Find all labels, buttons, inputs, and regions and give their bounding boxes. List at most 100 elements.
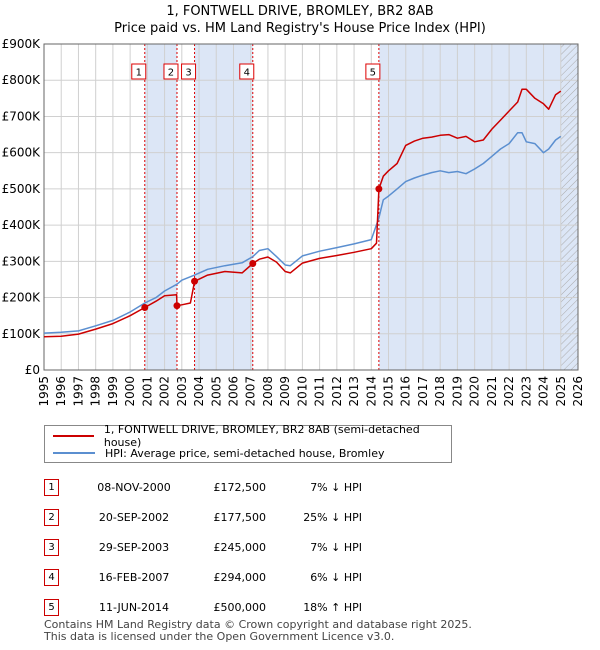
y-tick-label: £700K [2, 109, 42, 123]
sale-price: £177,500 [213, 510, 267, 524]
sale-marker: 3 [44, 538, 59, 556]
sale-point [141, 304, 149, 312]
x-tick-label: 2022 [502, 376, 516, 407]
x-tick-label: 2000 [123, 376, 137, 407]
shaded-span [144, 44, 177, 370]
sale-point [191, 277, 199, 285]
sales-row: 5 11-JUN-2014 £500,000 18% ↑ HPI [44, 592, 362, 622]
x-tick-label: 2024 [537, 376, 551, 407]
y-tick-label: £900K [2, 37, 42, 51]
sale-marker-box [239, 63, 255, 80]
y-tick-label: £600K [2, 146, 42, 160]
y-tick-label: £400K [2, 218, 42, 232]
footer-licence: This data is licensed under the Open Gov… [44, 630, 395, 643]
series-line-property [43, 88, 562, 338]
sale-marker-box [365, 63, 381, 80]
x-tick-label: 2003 [175, 376, 189, 407]
sales-row: 3 29-SEP-2003 £245,000 7% ↓ HPI [44, 532, 362, 562]
sale-marker-box [181, 63, 197, 80]
sale-marker-label: 4 [244, 68, 250, 79]
footer-copyright: Contains HM Land Registry data © Crown c… [44, 618, 472, 631]
sale-marker-box [163, 63, 179, 80]
x-tick-label: 2019 [450, 376, 464, 407]
x-tick-label: 1996 [54, 376, 68, 407]
x-tick-label: 2017 [416, 376, 430, 407]
x-tick-label: 2011 [313, 376, 327, 407]
sale-price: £245,000 [213, 540, 267, 554]
x-tick-label: 2018 [433, 376, 447, 407]
y-tick-label: £500K [2, 182, 42, 196]
y-tick-label: £200K [2, 291, 42, 305]
price-chart: £0 £100K £200K £300K £400K £500K £600K £700K £80… [2, 37, 585, 407]
sale-hpi-change: 25% ↓ HPI [303, 510, 362, 524]
legend-item-hpi: HPI: Average price, semi-detached house,… [53, 445, 384, 461]
x-tick-label: 2010 [295, 376, 309, 407]
x-tick-label: 2013 [347, 376, 361, 407]
x-tick-label: 2021 [485, 376, 499, 407]
sale-marker: 1 [44, 478, 59, 496]
x-tick-label: 2026 [571, 376, 585, 407]
sale-point [173, 302, 181, 310]
sale-price: £172,500 [213, 480, 267, 494]
chart-legend: 1, FONTWELL DRIVE, BROMLEY, BR2 8AB (sem… [44, 423, 452, 463]
x-tick-label: 2016 [399, 376, 413, 407]
sale-point [375, 185, 383, 193]
forecast-hatch [560, 44, 578, 370]
y-tick-label: £300K [2, 254, 42, 268]
x-tick-label: 2023 [519, 376, 533, 407]
legend-label-property: 1, FONTWELL DRIVE, BROMLEY, BR2 8AB (sem… [103, 423, 420, 449]
sale-point [249, 260, 257, 268]
x-tick-label: 2008 [261, 376, 275, 407]
x-tick-label: 1997 [71, 376, 85, 407]
chart-subtitle: Price paid vs. HM Land Registry's House … [114, 21, 486, 36]
y-tick-label: £0 [25, 363, 40, 377]
sale-marker-label: 1 [136, 68, 142, 79]
sale-hpi-change: 7% ↓ HPI [310, 480, 362, 494]
shaded-span [194, 44, 253, 370]
legend-item-property: 1, FONTWELL DRIVE, BROMLEY, BR2 8AB (sem… [53, 423, 451, 449]
series-line-hpi [43, 131, 562, 334]
x-tick-label: 2006 [226, 376, 240, 407]
x-tick-label: 2025 [554, 376, 568, 407]
x-tick-label: 1998 [89, 376, 103, 407]
x-tick-label: 1999 [106, 376, 120, 407]
plot-frame [43, 43, 579, 371]
sale-date: 08-NOV-2000 [97, 480, 171, 494]
x-tick-label: 2005 [209, 376, 223, 407]
sale-marker: 4 [44, 568, 59, 586]
x-tick-label: 2012 [330, 376, 344, 407]
x-tick-label: 2007 [244, 376, 258, 407]
sale-date: 16-FEB-2007 [98, 570, 170, 584]
x-tick-label: 1995 [37, 376, 51, 407]
sale-hpi-change: 7% ↓ HPI [310, 540, 362, 554]
sales-row: 2 20-SEP-2002 £177,500 25% ↓ HPI [44, 502, 362, 532]
sale-marker-box [131, 63, 147, 80]
sales-row: 1 08-NOV-2000 £172,500 7% ↓ HPI [44, 472, 362, 502]
x-tick-label: 2001 [140, 376, 154, 407]
chart-title: 1, FONTWELL DRIVE, BROMLEY, BR2 8AB [166, 4, 434, 19]
sale-marker-label: 2 [168, 68, 174, 79]
sale-marker-label: 5 [370, 68, 376, 79]
footer: Contains HM Land Registry data © Crown c… [44, 619, 472, 643]
legend-swatch-property [53, 435, 94, 437]
x-tick-label: 2014 [364, 376, 378, 407]
sale-price: £500,000 [213, 600, 267, 614]
shaded-span [378, 44, 578, 370]
x-tick-label: 2020 [468, 376, 482, 407]
legend-label-hpi: HPI: Average price, semi-detached house,… [105, 446, 385, 460]
y-tick-label: £800K [2, 73, 42, 87]
sale-date: 29-SEP-2003 [98, 540, 170, 554]
x-tick-label: 2002 [158, 376, 172, 407]
sale-price: £294,000 [213, 570, 267, 584]
legend-swatch-hpi [53, 452, 95, 454]
x-tick-label: 2009 [278, 376, 292, 407]
sales-table: 1 08-NOV-2000 £172,500 7% ↓ HPI 2 20-SEP-2002… [44, 472, 362, 622]
sale-date: 11-JUN-2014 [98, 600, 170, 614]
sale-marker: 5 [44, 598, 59, 616]
sale-hpi-change: 6% ↓ HPI [310, 570, 362, 584]
y-tick-label: £100K [2, 327, 42, 341]
x-tick-label: 2004 [192, 376, 206, 407]
sale-hpi-change: 18% ↑ HPI [303, 600, 362, 614]
x-tick-label: 2015 [382, 376, 396, 407]
sale-date: 20-SEP-2002 [98, 510, 170, 524]
